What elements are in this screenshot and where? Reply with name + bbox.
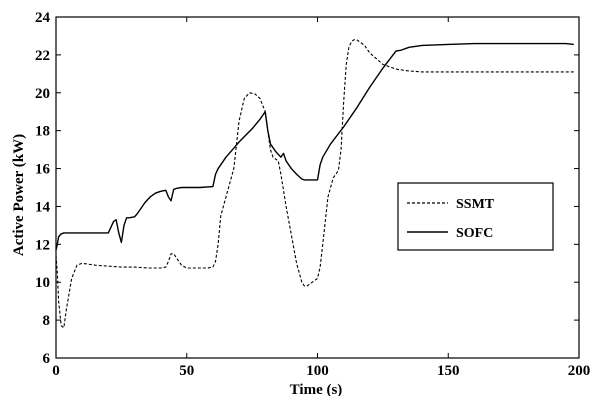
y-tick-label: 22: [35, 48, 50, 64]
y-tick-label: 8: [43, 313, 51, 329]
y-axis-label: Active Power (kW): [11, 134, 27, 256]
x-tick-label: 100: [306, 363, 329, 379]
legend: SSMT SOFC: [397, 182, 554, 251]
axis-ticks: 0 50 100 150 200 6 8 10 12 14 16 18 20 22 24: [35, 10, 590, 379]
legend-box: [397, 182, 554, 251]
y-tick-label: 16: [35, 162, 51, 178]
series-group: [55, 39, 574, 329]
x-tick-label: 0: [52, 363, 60, 379]
x-tick-label: 50: [179, 363, 194, 379]
y-tick-label: 24: [35, 10, 51, 26]
legend-label-ssmt: SSMT: [456, 197, 495, 212]
y-tick-label: 20: [35, 86, 50, 102]
y-tick-label: 6: [43, 351, 51, 367]
series-line-sofc: [55, 42, 574, 251]
y-tick-label: 18: [35, 124, 50, 140]
x-tick-label: 150: [437, 363, 460, 379]
y-tick-label: 14: [35, 199, 51, 215]
legend-label-sofc: SOFC: [456, 226, 493, 241]
y-tick-label: 12: [35, 237, 50, 253]
x-tick-label: 200: [568, 363, 591, 379]
y-tick-label: 10: [35, 275, 50, 291]
x-axis-label: Time (s): [290, 382, 343, 396]
